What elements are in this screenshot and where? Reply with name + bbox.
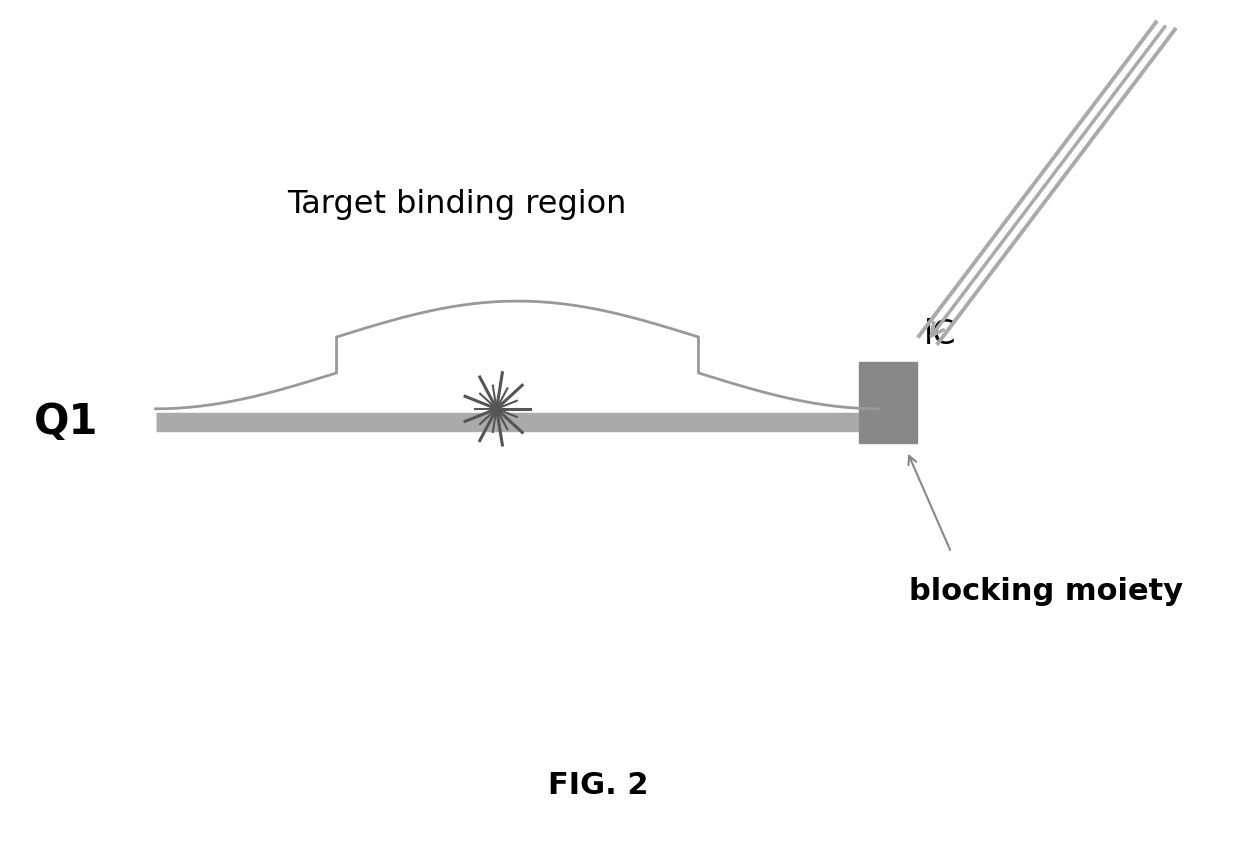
Bar [859,363,916,443]
Text: iC: iC [924,317,956,350]
Text: FIG. 2: FIG. 2 [548,771,649,799]
Text: blocking moiety: blocking moiety [909,576,1183,605]
Text: Target binding region: Target binding region [288,188,626,219]
Text: Q1: Q1 [33,401,98,443]
